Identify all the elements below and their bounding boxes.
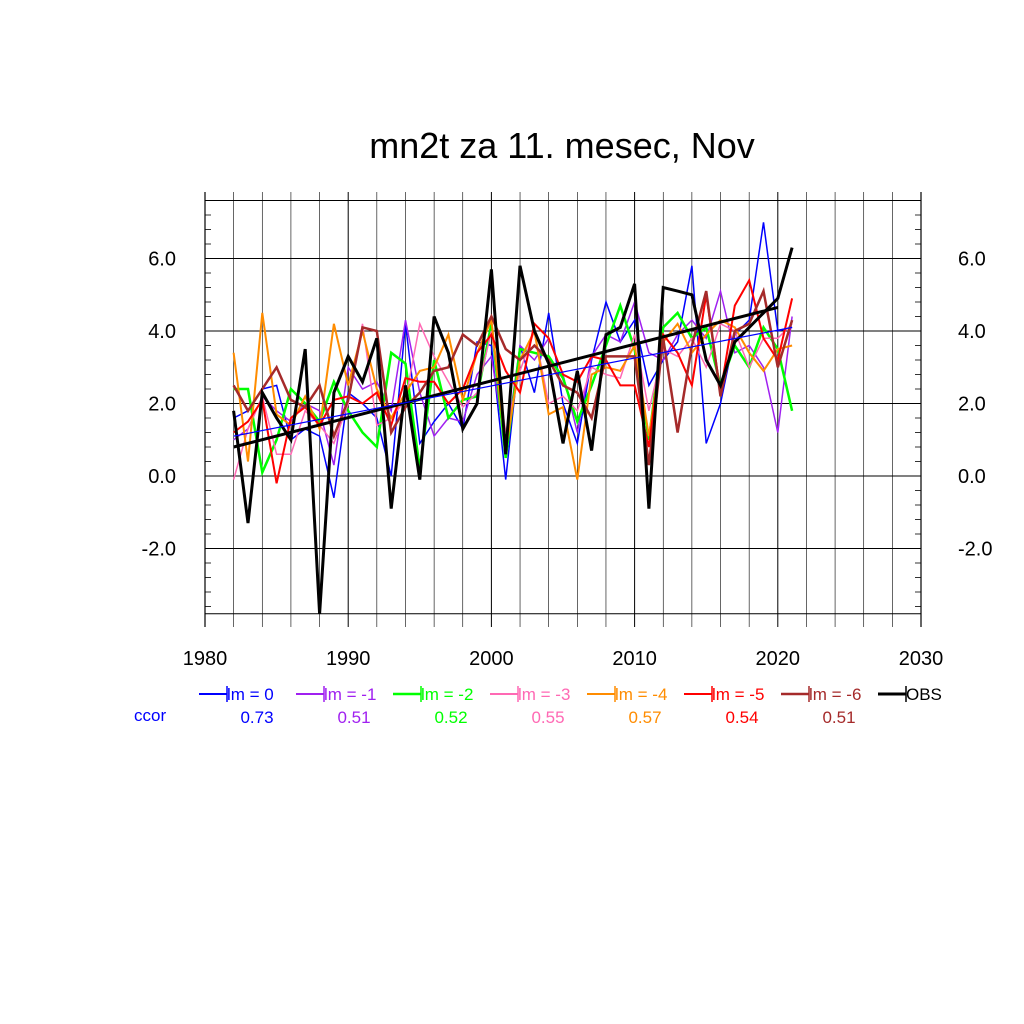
- chart-title: mn2t za 11. mesec, Nov: [369, 125, 755, 166]
- y-tick-label-right: 2.0: [958, 394, 986, 416]
- legend-ccor-value: 0.51: [822, 708, 855, 727]
- legend-ccor-value: 0.52: [434, 708, 467, 727]
- plot-frame: [204, 192, 922, 627]
- legend-label: OBS: [906, 685, 942, 704]
- y-tick-label-left: -2.0: [142, 539, 176, 561]
- x-tick-label: 1980: [183, 648, 228, 670]
- trend-line: [233, 305, 779, 449]
- legend-label: lm = -2: [421, 685, 473, 704]
- legend: lm = 0 0.73 lm = -1 0.51 lm = -2 0.52 lm = -3 0…: [134, 685, 942, 727]
- legend-label: lm = -5: [712, 685, 764, 704]
- legend-ccor-value: 0.57: [628, 708, 661, 727]
- y-tick-label-right: 0.0: [958, 466, 986, 488]
- legend-ccor-value: 0.51: [337, 708, 370, 727]
- y-tick-label-left: 4.0: [148, 321, 176, 343]
- axis-ticks: -2.0 -2.0 0.0 0.0 2.0 2.0 4.0 4.0 6.0 6.0 1980 1990…: [142, 214, 992, 670]
- legend-label: lm = -6: [809, 685, 861, 704]
- ccor-label: ccor: [134, 706, 166, 725]
- legend-label: lm = -4: [615, 685, 667, 704]
- trend-line: [233, 326, 793, 437]
- y-tick-label-right: 6.0: [958, 249, 986, 271]
- y-tick-label-left: 2.0: [148, 394, 176, 416]
- y-tick-label-right: -2.0: [958, 539, 992, 561]
- x-tick-label: 2010: [612, 648, 657, 670]
- legend-label: lm = -3: [518, 685, 570, 704]
- legend-label: lm = -1: [324, 685, 376, 704]
- legend-ccor-value: 0.73: [240, 708, 273, 727]
- x-tick-label: 2000: [469, 648, 514, 670]
- y-tick-label-right: 4.0: [958, 321, 986, 343]
- x-tick-label: 1990: [326, 648, 371, 670]
- y-tick-label-left: 6.0: [148, 249, 176, 271]
- y-tick-label-left: 0.0: [148, 466, 176, 488]
- legend-ccor-value: 0.54: [725, 708, 758, 727]
- x-tick-label: 2020: [756, 648, 801, 670]
- legend-label: lm = 0: [227, 685, 274, 704]
- legend-ccor-value: 0.55: [531, 708, 564, 727]
- series-layer: [232, 222, 794, 614]
- x-tick-label: 2030: [899, 648, 944, 670]
